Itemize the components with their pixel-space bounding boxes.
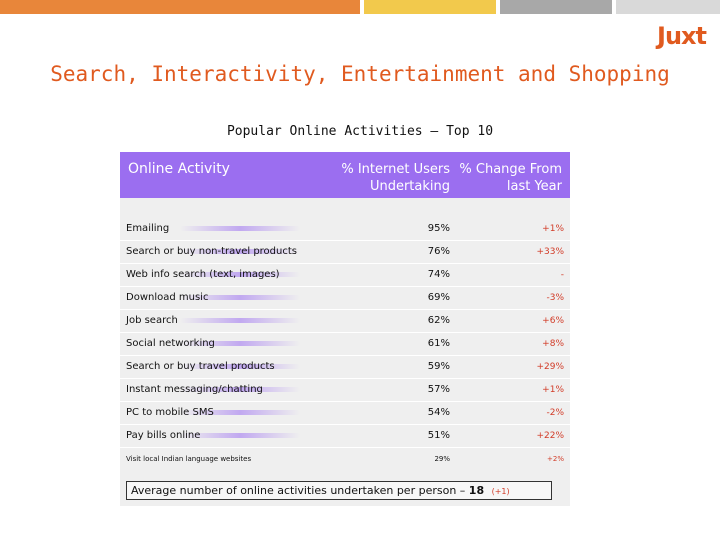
users-percent: 61% <box>427 338 450 349</box>
activity-name: PC to mobile SMS <box>126 407 214 418</box>
change-percent: +29% <box>536 362 564 372</box>
activity-name: Search or buy travel products <box>126 361 275 372</box>
activity-name: Social networking <box>126 338 215 349</box>
table-row: Emailing 95% +1% <box>120 218 570 241</box>
row-decoration <box>180 272 300 277</box>
change-percent: +8% <box>542 339 564 349</box>
activities-table: Online Activity % Internet Users Underta… <box>120 152 570 506</box>
header-internet-users: % Internet Users Undertaking <box>320 161 450 195</box>
activity-name: Search or buy non-travel products <box>126 246 297 257</box>
activity-name: Instant messaging/chatting <box>126 384 263 395</box>
users-percent: 57% <box>427 384 450 395</box>
topbar-segment-orange <box>0 0 360 14</box>
row-decoration <box>180 226 300 231</box>
users-percent: 95% <box>427 223 450 234</box>
table-row: Search or buy non-travel products 76% +3… <box>120 241 570 264</box>
users-percent: 62% <box>427 315 450 326</box>
activity-name: Web info search (text, images) <box>126 269 280 280</box>
table-header: Online Activity % Internet Users Underta… <box>120 152 570 198</box>
table-row: Social networking 61% +8% <box>120 333 570 356</box>
change-percent: -2% <box>546 408 564 418</box>
activity-name: Job search <box>126 315 178 326</box>
row-decoration <box>180 387 300 392</box>
users-percent: 69% <box>427 292 450 303</box>
change-percent: +33% <box>536 247 564 257</box>
table-row: Download music 69% -3% <box>120 287 570 310</box>
average-delta: (+1) <box>491 487 510 496</box>
table-row: Pay bills online 51% +22% <box>120 425 570 448</box>
users-percent: 59% <box>427 361 450 372</box>
header-online-activity: Online Activity <box>128 161 230 177</box>
change-percent: +1% <box>542 385 564 395</box>
row-decoration <box>180 249 300 254</box>
row-decoration <box>180 341 300 346</box>
row-decoration <box>180 295 300 300</box>
page-title: Search, Interactivity, Entertainment and… <box>50 62 670 86</box>
header-users-line1: % Internet Users <box>341 162 450 177</box>
brand-logo: Juxt <box>657 22 707 50</box>
table-row-extra: Visit local Indian language websites 29%… <box>120 448 570 470</box>
users-percent: 54% <box>427 407 450 418</box>
table-row: Search or buy travel products 59% +29% <box>120 356 570 379</box>
change-percent: +6% <box>542 316 564 326</box>
activity-name: Emailing <box>126 223 170 234</box>
table-row: Instant messaging/chatting 57% +1% <box>120 379 570 402</box>
average-text: Average number of online activities unde… <box>131 484 466 497</box>
change-percent: +2% <box>547 455 564 463</box>
change-percent: -3% <box>546 293 564 303</box>
table-row: PC to mobile SMS 54% -2% <box>120 402 570 425</box>
topbar-segment-lightgray <box>616 0 720 14</box>
table-title: Popular Online Activities – Top 10 <box>226 124 494 139</box>
header-change-line1: % Change From <box>459 162 562 177</box>
topbar-segment-gray <box>500 0 612 14</box>
table-row: Web info search (text, images) 74% - <box>120 264 570 287</box>
row-decoration <box>180 318 300 323</box>
top-color-bar <box>0 0 720 14</box>
average-activities-box: Average number of online activities unde… <box>126 481 552 500</box>
row-decoration <box>180 433 300 438</box>
row-decoration <box>180 364 300 369</box>
users-percent: 51% <box>427 430 450 441</box>
average-value: 18 <box>468 484 485 497</box>
users-percent: 29% <box>434 455 450 463</box>
header-change-line2: last Year <box>506 179 562 194</box>
users-percent: 74% <box>427 269 450 280</box>
activity-name: Download music <box>126 292 209 303</box>
users-percent: 76% <box>427 246 450 257</box>
table-row: Job search 62% +6% <box>120 310 570 333</box>
header-users-line2: Undertaking <box>369 179 450 194</box>
change-percent: - <box>560 270 564 280</box>
header-change: % Change From last Year <box>452 161 562 195</box>
activity-name: Visit local Indian language websites <box>126 455 252 463</box>
row-decoration <box>180 410 300 415</box>
change-percent: +22% <box>536 431 564 441</box>
change-percent: +1% <box>542 224 564 234</box>
activity-name: Pay bills online <box>126 430 201 441</box>
topbar-segment-yellow <box>364 0 496 14</box>
